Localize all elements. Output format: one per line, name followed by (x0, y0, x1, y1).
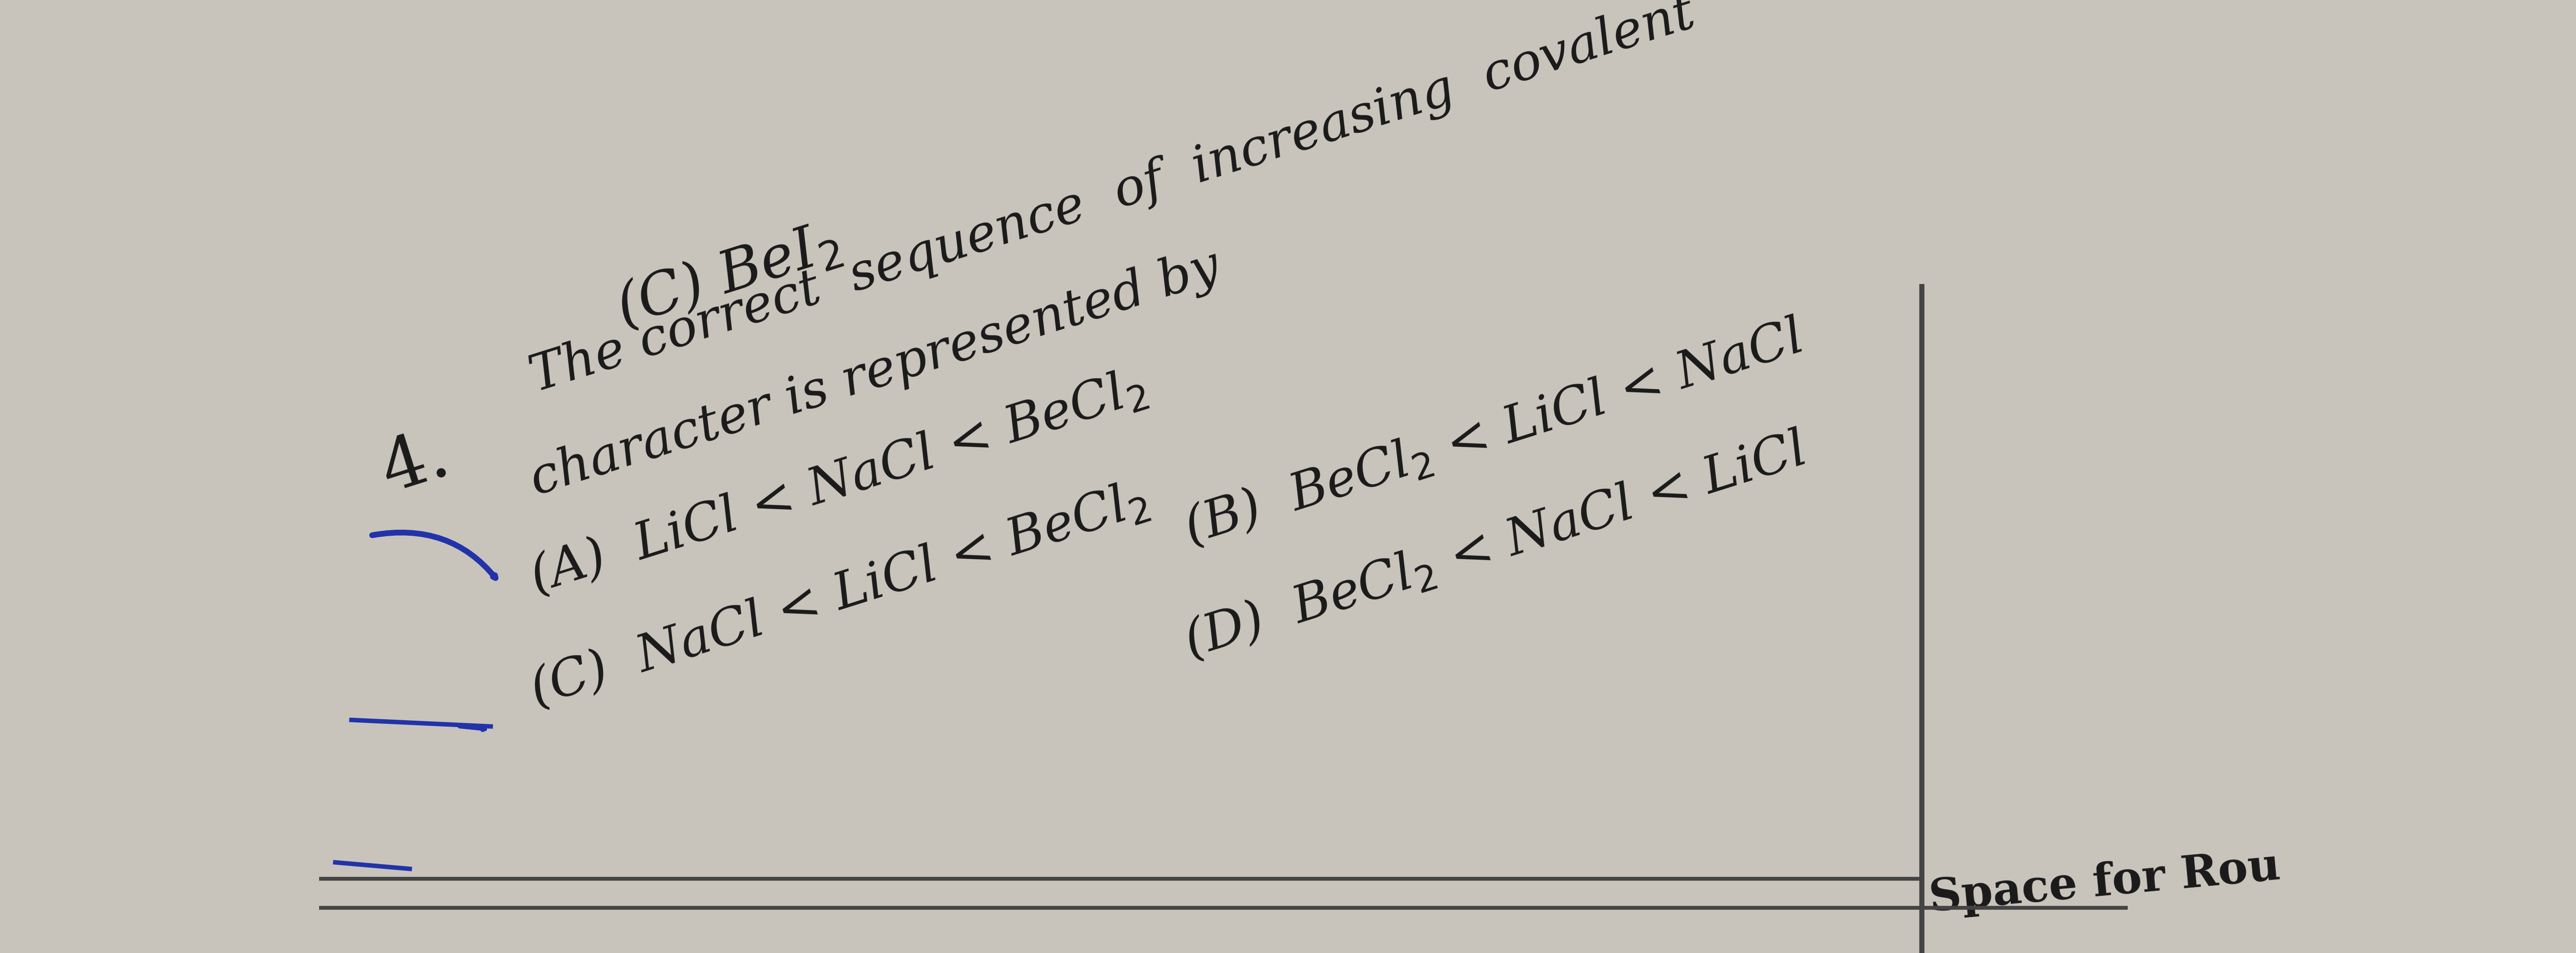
Text: (A)  LiCl < NaCl < BeCl$_2$: (A) LiCl < NaCl < BeCl$_2$ (526, 363, 1151, 603)
Text: (B)  BeCl$_2$ < LiCl < NaCl: (B) BeCl$_2$ < LiCl < NaCl (1177, 314, 1808, 555)
Text: (C) BeI$_2$: (C) BeI$_2$ (611, 215, 845, 338)
Text: The correct  sequence  of  increasing  covalent: The correct sequence of increasing coval… (523, 0, 1700, 403)
Text: Space for Rou: Space for Rou (1927, 845, 2282, 921)
Text: 4.: 4. (374, 421, 459, 506)
Text: character is represented by: character is represented by (523, 242, 1226, 506)
Text: (C)  NaCl < LiCl < BeCl$_2$: (C) NaCl < LiCl < BeCl$_2$ (526, 476, 1154, 717)
Text: (D)  BeCl$_2$ < NaCl < LiCl: (D) BeCl$_2$ < NaCl < LiCl (1177, 426, 1811, 668)
